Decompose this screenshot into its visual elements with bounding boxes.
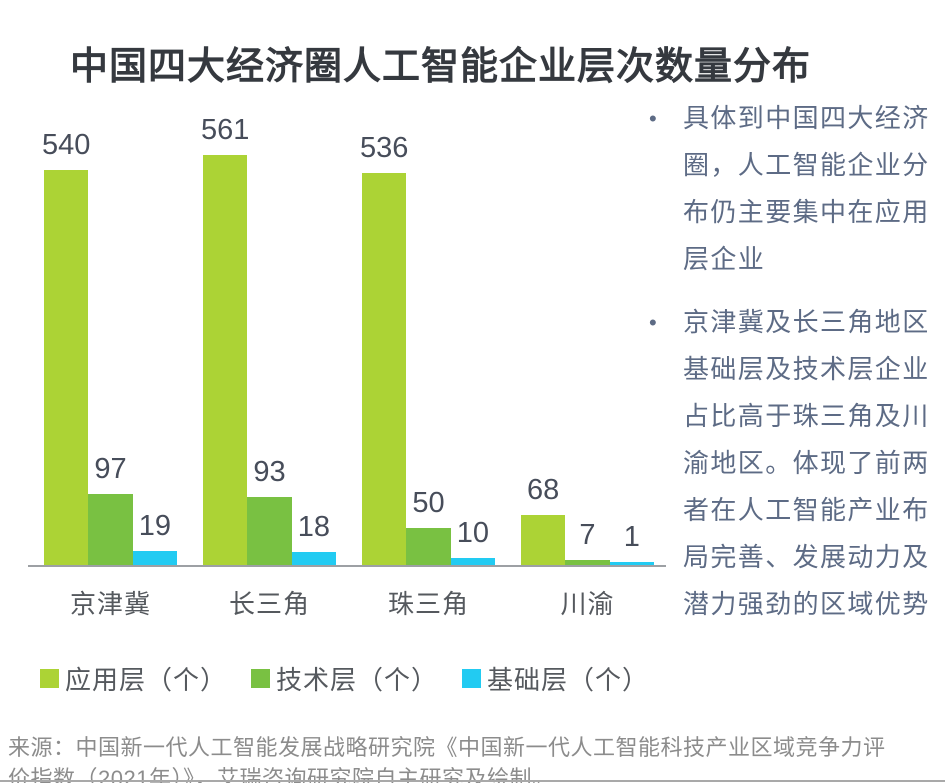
- bullet-icon: •: [649, 310, 657, 335]
- legend-label: 技术层（个）: [276, 665, 439, 695]
- bar-value-label: 536: [359, 132, 409, 165]
- bar-value-label: 19: [138, 510, 171, 543]
- bar-group-0: 540 97 19: [41, 105, 177, 565]
- bar-group-3: 68 7 1: [521, 105, 654, 565]
- bar-1-0: [203, 155, 248, 565]
- bar-value-label: 561: [200, 114, 250, 146]
- legend-item-0: 应用层（个）: [40, 660, 227, 697]
- legend-swatch-icon: [462, 669, 482, 688]
- x-axis-labels: 京津冀 长三角 珠三角 川渝: [28, 584, 666, 619]
- bar-value-label: 93: [253, 456, 286, 489]
- legend-item-2: 基础层（个）: [462, 660, 649, 697]
- bar-value-label: 18: [297, 510, 330, 543]
- bar-value-label: 97: [94, 453, 127, 486]
- x-axis-label-3: 川渝: [560, 589, 615, 619]
- bar-1-1: [247, 497, 292, 565]
- bar-0-0: [44, 170, 89, 565]
- source-note: 来源：中国新一代人工智能发展战略研究院《中国新一代人工智能科技产业区域竞争力评价…: [8, 735, 886, 783]
- legend-label: 基础层（个）: [487, 665, 650, 695]
- note-text: 具体到中国四大经济圈，人工智能企业分布仍主要集中在应用层企业: [683, 103, 930, 274]
- bar-group-1: 561 93 18: [200, 105, 336, 565]
- bar-3-0: [521, 515, 566, 565]
- bar-2-2: [450, 557, 495, 565]
- note-item: • 京津冀及长三角地区基础层及技术层企业占比高于珠三角及川渝地区。体现了前两者在…: [642, 299, 942, 628]
- bar-value-label: 7: [579, 518, 596, 551]
- note-item: • 具体到中国四大经济圈，人工智能企业分布仍主要集中在应用层企业: [642, 95, 942, 283]
- page-title: 中国四大经济圈人工智能企业层次数量分布: [70, 46, 812, 89]
- x-axis-label-0: 京津冀: [69, 589, 152, 619]
- bar-0-2: [132, 551, 177, 565]
- legend-swatch-icon: [40, 669, 59, 688]
- bar-value-label: 1: [623, 521, 640, 553]
- bar-value-label: 10: [456, 516, 489, 549]
- bullet-icon: •: [649, 106, 657, 131]
- bar-3-1: [565, 559, 610, 565]
- legend-item-1: 技术层（个）: [251, 660, 438, 697]
- bar-2-0: [362, 173, 407, 565]
- bar-1-2: [291, 551, 336, 565]
- legend-swatch-icon: [251, 669, 271, 688]
- plot-area: 540 97 19 561 93 18 536 50 10 68 7 1: [28, 105, 666, 567]
- bottom-divider: [0, 780, 945, 782]
- bar-3-2: [609, 562, 654, 565]
- notes-list: • 具体到中国四大经济圈，人工智能企业分布仍主要集中在应用层企业 • 京津冀及长…: [642, 95, 942, 644]
- bar-group-2: 536 50 10: [359, 105, 495, 565]
- legend-label: 应用层（个）: [65, 665, 228, 695]
- x-axis-label-1: 长三角: [228, 589, 311, 619]
- bar-value-label: 540: [41, 129, 91, 162]
- bar-0-1: [88, 494, 133, 565]
- bar-value-label: 50: [412, 487, 445, 520]
- bar-2-1: [406, 528, 451, 565]
- x-axis-label-2: 珠三角: [387, 589, 470, 619]
- bar-value-label: 68: [527, 474, 560, 507]
- note-text: 京津冀及长三角地区基础层及技术层企业占比高于珠三角及川渝地区。体现了前两者在人工…: [683, 307, 930, 619]
- legend: 应用层（个） 技术层（个） 基础层（个）: [40, 660, 649, 697]
